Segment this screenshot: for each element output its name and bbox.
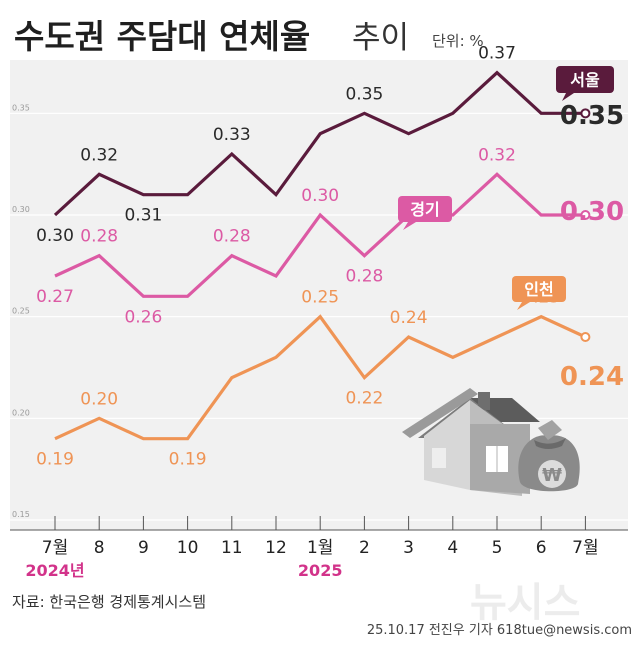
svg-text:₩: ₩ (542, 465, 562, 486)
y-tick-label: 0.15 (12, 510, 30, 519)
data-label: 0.33 (213, 125, 251, 145)
y-tick-label: 0.20 (12, 408, 30, 417)
data-label: 0.35 (345, 84, 383, 104)
data-label: 0.30 (36, 226, 74, 246)
x-tick-label: 12 (265, 538, 287, 558)
x-tick-label: 7월 (572, 538, 598, 558)
byline: 25.10.17 전진우 기자 618tue@newsis.com (367, 623, 632, 638)
legend-label: 서울 (570, 71, 600, 90)
legend-badge-seoul: 서울 (556, 66, 614, 101)
legend-badge-box (398, 196, 452, 222)
x-tick-label: 8 (94, 538, 105, 558)
series-line-gyeonggi (54, 172, 586, 298)
y-tick-label: 0.35 (12, 103, 30, 112)
legend-badge-box (556, 66, 614, 93)
x-tick-label: 6 (536, 538, 547, 558)
data-label: 0.32 (80, 145, 118, 165)
data-label: 0.27 (36, 287, 74, 307)
x-tick-label: 1월 (307, 538, 333, 558)
data-label: 0.25 (301, 288, 339, 308)
x-tick-label: 3 (403, 538, 414, 558)
series-seoul: 0.30 0.32 0.31 0.33 0.35 0.37 0.35 서울 (36, 44, 624, 246)
legend-badge-box (512, 276, 566, 302)
data-label: 0.24 (390, 308, 428, 328)
data-label: 0.31 (124, 206, 162, 226)
last-value-label: 0.30 (560, 197, 624, 227)
legend-badge-pointer (517, 302, 530, 310)
chart-title: 수도권 주담대 연체율 (14, 17, 310, 56)
x-tick-label: 7월 (42, 538, 68, 558)
legend-badge-gyeonggi: 경기 (398, 196, 452, 230)
chart-title-tail: 추이 (352, 20, 409, 56)
x-tick-label: 9 (138, 538, 149, 558)
data-label: 0.19 (169, 450, 207, 470)
data-label: 0.28 (345, 267, 383, 287)
series-gyeonggi: 0.27 0.28 0.26 0.28 0.30 0.28 0.32 0.30 경기 (36, 145, 624, 327)
data-label: 0.22 (345, 389, 383, 409)
data-label: 0.32 (478, 145, 516, 165)
x-tick-label: 10 (177, 538, 199, 558)
data-label: 0.37 (478, 44, 516, 64)
data-label: 0.20 (80, 389, 118, 409)
source-note: 자료: 한국은행 경제통계시스템 (12, 593, 206, 611)
x-tick-label: 5 (492, 538, 503, 558)
series-line-seoul (53, 70, 586, 217)
data-label: 0.28 (213, 227, 251, 247)
last-value-label: 0.35 (560, 101, 624, 131)
series-end-marker (580, 210, 591, 220)
house-icon (402, 388, 540, 496)
x-axis: 7월 8 9 10 11 12 1월 2 3 4 5 6 7월 2024년 2025 (10, 516, 628, 580)
y-tick-label: 0.30 (12, 205, 30, 214)
last-value-label: 0.24 (560, 362, 624, 392)
legend-badge-pointer (403, 222, 416, 230)
series-layer: 0.300.320.310.330.350.370.35서울0.270.280.… (36, 44, 624, 470)
series-end-marker (580, 108, 591, 119)
data-label: 0.19 (36, 450, 74, 470)
legend-badge-pointer (562, 93, 574, 101)
money-bag-icon: ₩ (518, 420, 580, 492)
legend-badge-incheon: 인천 (512, 276, 566, 310)
data-label: 0.26 (124, 307, 162, 327)
x-tick-label: 2 (359, 538, 370, 558)
watermark: 뉴시스 (470, 580, 580, 626)
y-tick-label: 0.25 (12, 307, 30, 316)
series-end-marker (580, 332, 591, 342)
legend-label: 인천 (524, 280, 553, 299)
legend-label: 경기 (410, 200, 439, 219)
x-tick-label: 11 (221, 538, 243, 558)
data-label: 0.28 (80, 227, 118, 247)
year-label: 2024년 (25, 561, 84, 580)
x-tick-label: 4 (447, 538, 458, 558)
data-label: 0.30 (301, 186, 339, 206)
year-label: 2025 (298, 561, 343, 580)
series-line-incheon (54, 314, 587, 441)
unit-label: 단위: % (432, 32, 484, 50)
